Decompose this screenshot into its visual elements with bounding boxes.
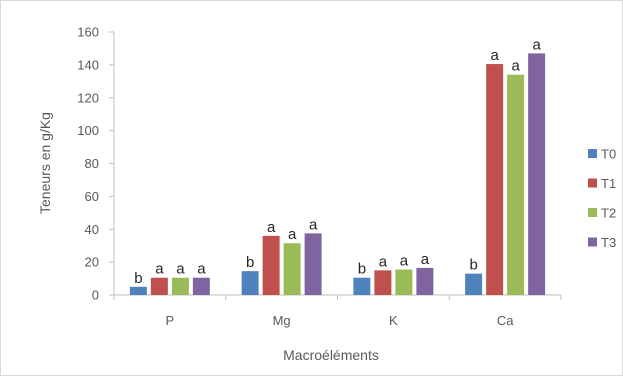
significance-letter: a [288,226,297,243]
y-tick-label: 160 [77,25,99,40]
y-axis: 0 20 40 60 80 100 120 140 160 [77,25,115,303]
significance-letter: a [421,251,430,268]
y-tick-label: 60 [85,189,99,204]
y-tick-label: 100 [77,123,99,138]
y-tick-label: 80 [85,156,99,171]
bars-group [129,53,546,296]
bar-t1-ca [486,64,504,295]
legend-swatch-t2 [588,208,597,217]
category-label: K [389,313,398,328]
bar-t2-k [395,269,413,295]
y-tick-label: 0 [92,288,99,303]
significance-letter: a [267,219,276,236]
significance-letter: b [134,270,142,287]
bar-t2-p [171,277,189,295]
significance-letter: a [197,261,206,278]
bar-t0-ca [465,273,483,295]
bar-t2-mg [283,243,301,295]
significance-letter: a [176,261,185,278]
category-label: Ca [497,313,514,328]
y-tick-label: 40 [85,222,99,237]
legend-label: T2 [601,206,616,221]
bar-t1-k [374,270,392,295]
bar-t1-p [150,277,168,295]
bar-t1-mg [262,235,280,295]
bar-t3-k [416,267,434,295]
significance-letter: b [469,257,477,274]
category-labels: P Mg K Ca [166,313,515,328]
significance-letter: a [490,47,499,64]
x-axis [113,294,562,300]
legend-swatch-t0 [588,149,597,158]
legend-label: T3 [601,235,616,250]
y-axis-title: Teneurs en g/Kg [37,112,53,214]
bar-t0-p [129,286,147,295]
significance-letter: a [155,261,164,278]
bar-t3-p [192,277,210,295]
legend-swatch-t1 [588,178,597,188]
category-label: Mg [273,313,291,328]
legend: T0 T1 T2 T3 [588,147,616,250]
significance-letter: a [379,253,388,270]
significance-letter: a [511,58,520,75]
significance-letter: b [246,254,254,271]
y-tick-label: 20 [85,255,99,270]
y-tick-label: 120 [77,90,99,105]
significance-letter: b [358,261,366,278]
bar-t3-ca [528,53,546,296]
category-label: P [166,313,175,328]
y-tick-label: 140 [77,57,99,72]
bar-t2-ca [507,74,525,295]
significance-letter: a [532,36,541,53]
legend-swatch-t3 [588,237,597,247]
x-axis-title: Macroéléments [283,347,379,363]
bar-t0-mg [241,271,259,295]
significance-letter: a [309,216,318,233]
bar-t0-k [353,277,371,295]
significance-letter: a [400,253,409,270]
legend-label: T0 [601,147,616,162]
bar-t3-mg [304,233,322,295]
legend-label: T1 [601,176,616,191]
